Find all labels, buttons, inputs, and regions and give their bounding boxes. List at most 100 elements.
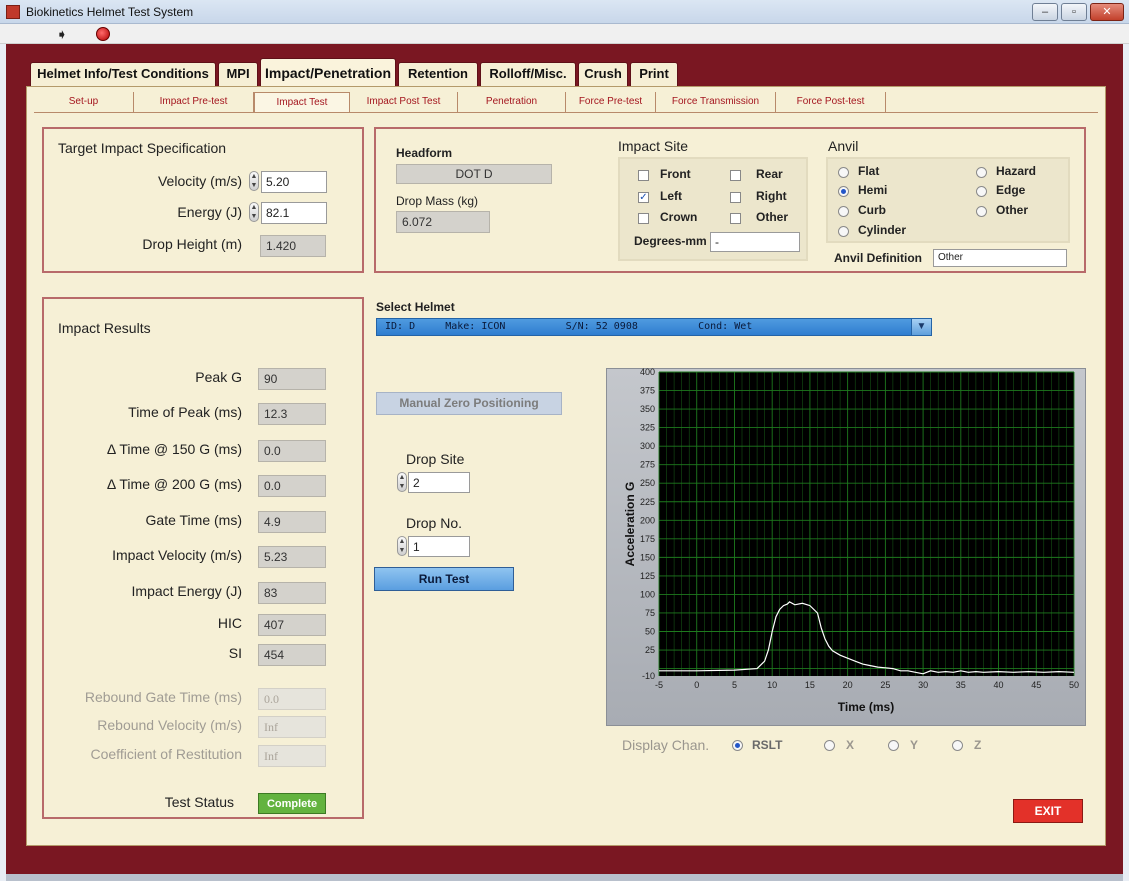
tab-helmet-info[interactable]: Helmet Info/Test Conditions: [30, 62, 216, 86]
x-tick-label: 5: [732, 680, 737, 690]
tab-crush[interactable]: Crush: [578, 62, 628, 86]
anvil-curb-label: Curb: [858, 203, 886, 217]
subtab-divider: [34, 112, 1098, 113]
impact-site-rear-checkbox[interactable]: [730, 170, 741, 181]
tab-impact-penetration[interactable]: Impact/Penetration: [260, 58, 396, 86]
anvil-definition-label: Anvil Definition: [834, 251, 922, 265]
run-test-button[interactable]: Run Test: [374, 567, 514, 591]
impact-site-crown-checkbox[interactable]: [638, 213, 649, 224]
close-button[interactable]: ✕: [1090, 3, 1124, 21]
subtab-force-pretest[interactable]: Force Pre-test: [566, 92, 656, 112]
drop-height-label: Drop Height (m): [142, 236, 242, 252]
exit-button[interactable]: EXIT: [1013, 799, 1083, 823]
select-helmet-dropdown[interactable]: ID: D Make: ICON S/N: 52 0908 Cond: Wet: [376, 318, 932, 336]
drop-site-input[interactable]: 2: [408, 472, 470, 493]
drop-height-value: 1.420: [260, 235, 326, 257]
anvil-edge-radio[interactable]: [976, 186, 987, 197]
anvil-curb-radio[interactable]: [838, 206, 849, 217]
tab-mpi[interactable]: MPI: [218, 62, 258, 86]
delta-200g-label: Δ Time @ 200 G (ms): [106, 476, 242, 492]
acceleration-trace: [659, 601, 1075, 675]
y-tick-label: 275: [640, 460, 655, 470]
y-tick-label: -10: [642, 671, 655, 681]
impact-site-other-label: Other: [756, 210, 789, 224]
chan-y-radio[interactable]: [888, 740, 899, 751]
subtab-setup[interactable]: Set-up: [34, 92, 134, 112]
manual-zero-button[interactable]: Manual Zero Positioning: [376, 392, 562, 415]
time-of-peak-value: 12.3: [258, 403, 326, 425]
subtab-force-transmission[interactable]: Force Transmission: [656, 92, 776, 112]
anvil-title: Anvil: [828, 138, 859, 154]
degrees-mm-label: Degrees-mm: [634, 234, 707, 248]
y-tick-label: 175: [640, 534, 655, 544]
anvil-hazard-radio[interactable]: [976, 167, 987, 178]
test-status-label: Test Status: [164, 794, 234, 810]
drop-no-input[interactable]: 1: [408, 536, 470, 557]
x-tick-label: -5: [655, 680, 663, 690]
impact-site-rear-label: Rear: [756, 167, 783, 181]
impact-site-left-checkbox[interactable]: ✓: [638, 192, 649, 203]
chan-z-radio[interactable]: [952, 740, 963, 751]
rebound-velocity-value: Inf: [258, 716, 326, 738]
energy-spinner[interactable]: ▲ ▼: [249, 202, 259, 222]
x-tick-label: 45: [1031, 680, 1041, 690]
chevron-down-icon[interactable]: ▼: [911, 319, 931, 335]
subtab-impact-pretest[interactable]: Impact Pre-test: [134, 92, 254, 112]
x-tick-label: 35: [956, 680, 966, 690]
x-axis-ticks: -5 0 5 10 15 20 25 30 35 40 45 50: [655, 680, 1079, 690]
run-arrow-icon[interactable]: ➧: [56, 26, 68, 42]
energy-label: Energy (J): [177, 204, 242, 220]
anvil-definition-input[interactable]: Other: [933, 249, 1067, 267]
x-tick-label: 40: [994, 680, 1004, 690]
x-tick-label: 0: [694, 680, 699, 690]
coefficient-restitution-label: Coefficient of Restitution: [90, 746, 243, 762]
anvil-edge-label: Edge: [996, 183, 1026, 197]
velocity-input[interactable]: 5.20: [261, 171, 327, 193]
minimize-button[interactable]: –: [1032, 3, 1058, 21]
impact-site-other-checkbox[interactable]: [730, 213, 741, 224]
velocity-spinner[interactable]: ▲ ▼: [249, 171, 259, 191]
anvil-hemi-label: Hemi: [858, 183, 888, 197]
degrees-mm-input[interactable]: -: [710, 232, 800, 252]
maximize-button[interactable]: ▫: [1061, 3, 1087, 21]
drop-site-spinner[interactable]: ▲ ▼: [397, 472, 407, 492]
si-value: 454: [258, 644, 326, 666]
chan-x-label: X: [846, 738, 855, 752]
tab-print[interactable]: Print: [630, 62, 678, 86]
subtab-impact-post-test[interactable]: Impact Post Test: [350, 92, 458, 112]
anvil-other-radio[interactable]: [976, 206, 987, 217]
y-tick-label: 100: [640, 589, 655, 599]
impact-site-right-checkbox[interactable]: [730, 192, 741, 203]
tab-rolloff-misc[interactable]: Rolloff/Misc.: [480, 62, 576, 86]
subtab-impact-test[interactable]: Impact Test: [254, 92, 350, 112]
subtab-force-posttest[interactable]: Force Post-test: [776, 92, 886, 112]
y-tick-label: 25: [645, 645, 655, 655]
tab-retention[interactable]: Retention: [398, 62, 478, 86]
peak-g-value: 90: [258, 368, 326, 390]
energy-input[interactable]: 82.1: [261, 202, 327, 224]
y-tick-label: 325: [640, 423, 655, 433]
chan-x-radio[interactable]: [824, 740, 835, 751]
title-bar: [0, 0, 1129, 24]
anvil-flat-radio[interactable]: [838, 167, 849, 178]
anvil-hemi-radio[interactable]: [838, 186, 849, 197]
subtab-penetration[interactable]: Penetration: [458, 92, 566, 112]
impact-site-title: Impact Site: [618, 138, 689, 154]
impact-site-front-checkbox[interactable]: [638, 170, 649, 181]
plot-grid: [658, 371, 1075, 676]
anvil-cylinder-radio[interactable]: [838, 226, 849, 237]
y-tick-label: 75: [645, 608, 655, 618]
impact-site-front-label: Front: [660, 167, 691, 181]
delta-200g-value: 0.0: [258, 475, 326, 497]
abort-icon[interactable]: [96, 27, 110, 41]
target-impact-title: Target Impact Specification: [58, 140, 227, 156]
drop-no-spinner[interactable]: ▲ ▼: [397, 536, 407, 556]
x-tick-label: 30: [918, 680, 928, 690]
si-label: SI: [228, 645, 242, 661]
coefficient-restitution-value: Inf: [258, 745, 326, 767]
drop-site-label: Drop Site: [406, 451, 465, 467]
y-tick-label: 300: [640, 441, 655, 451]
rebound-gate-time-label: Rebound Gate Time (ms): [84, 689, 242, 705]
chan-rslt-radio[interactable]: [732, 740, 743, 751]
chan-rslt-label: RSLT: [752, 738, 783, 752]
